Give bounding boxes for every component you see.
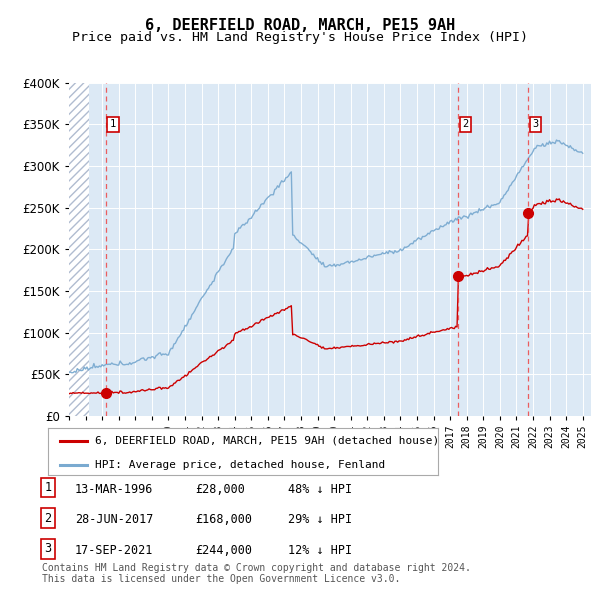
Text: 29% ↓ HPI: 29% ↓ HPI [288,513,352,526]
Text: 48% ↓ HPI: 48% ↓ HPI [288,483,352,496]
Text: 1: 1 [44,481,52,494]
Text: 2: 2 [463,119,469,129]
Text: 6, DEERFIELD ROAD, MARCH, PE15 9AH (detached house): 6, DEERFIELD ROAD, MARCH, PE15 9AH (deta… [95,436,439,446]
Text: 1: 1 [110,119,116,129]
Text: Contains HM Land Registry data © Crown copyright and database right 2024.: Contains HM Land Registry data © Crown c… [42,563,471,573]
Text: 17-SEP-2021: 17-SEP-2021 [75,544,154,557]
Text: £168,000: £168,000 [195,513,252,526]
Text: 3: 3 [44,542,52,555]
Text: 6, DEERFIELD ROAD, MARCH, PE15 9AH: 6, DEERFIELD ROAD, MARCH, PE15 9AH [145,18,455,32]
Text: 2: 2 [44,512,52,525]
Text: £244,000: £244,000 [195,544,252,557]
Text: Price paid vs. HM Land Registry's House Price Index (HPI): Price paid vs. HM Land Registry's House … [72,31,528,44]
Text: £28,000: £28,000 [195,483,245,496]
Text: 3: 3 [532,119,539,129]
Bar [69,83,89,416]
Text: 28-JUN-2017: 28-JUN-2017 [75,513,154,526]
Text: 12% ↓ HPI: 12% ↓ HPI [288,544,352,557]
Text: HPI: Average price, detached house, Fenland: HPI: Average price, detached house, Fenl… [95,460,385,470]
Text: This data is licensed under the Open Government Licence v3.0.: This data is licensed under the Open Gov… [42,574,400,584]
Text: 13-MAR-1996: 13-MAR-1996 [75,483,154,496]
